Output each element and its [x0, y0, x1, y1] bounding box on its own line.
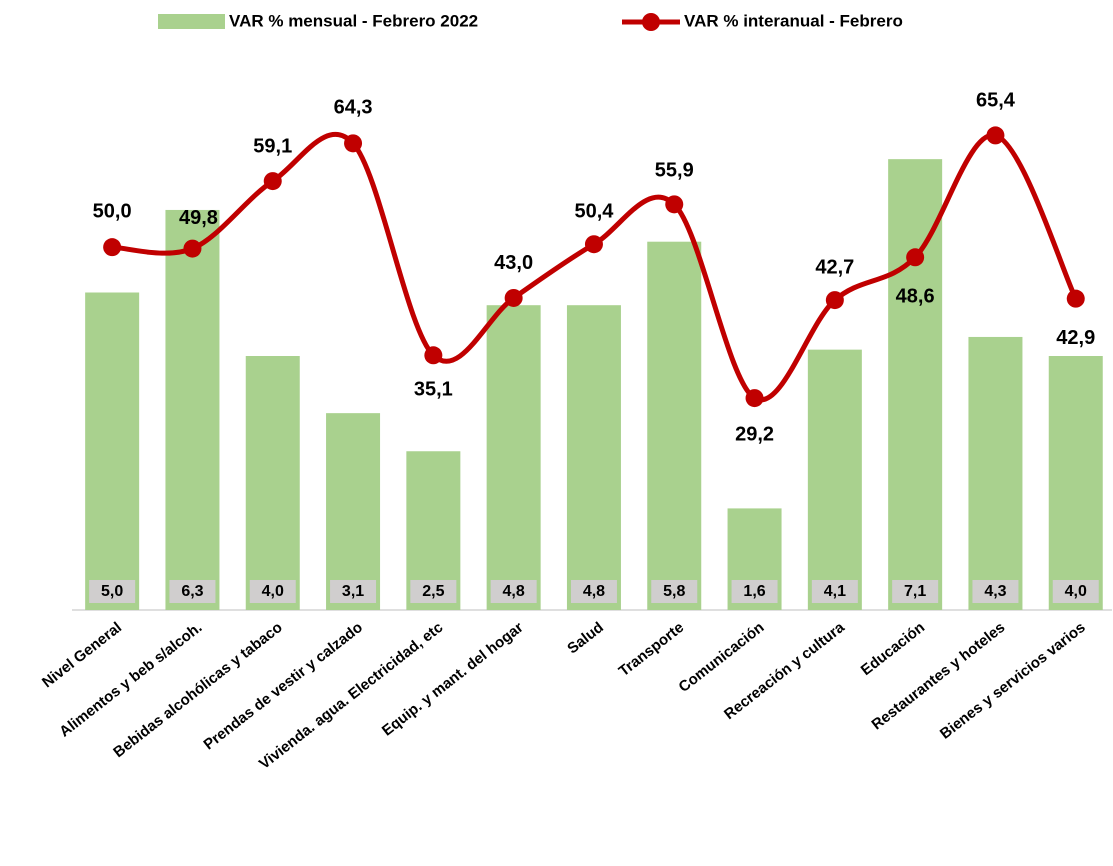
legend-label: VAR % interanual - Febrero: [684, 11, 903, 30]
line-marker: [263, 172, 282, 191]
x-tick-label: Bienes y servicios varios: [937, 619, 1089, 743]
line-value-label: 43,0: [494, 252, 533, 274]
bar-label-box: [651, 580, 698, 603]
line-value-label: 55,9: [655, 160, 694, 182]
bar-label-box: [892, 580, 939, 603]
bar: [85, 292, 140, 610]
bar-value-label: 5,0: [101, 583, 123, 600]
bar-value-label: 4,1: [824, 583, 846, 600]
line-marker: [825, 291, 844, 310]
line-marker: [424, 346, 443, 365]
bar: [968, 336, 1023, 610]
bar-value-label: 4,8: [503, 583, 525, 600]
x-tick-label: Equip. y mant. del hogar: [379, 619, 527, 740]
bar-label-box: [972, 580, 1019, 603]
bar: [165, 209, 220, 610]
bar: [1048, 356, 1103, 610]
line-marker: [665, 195, 684, 214]
line-marker: [103, 238, 122, 257]
line-value-label: 42,7: [815, 256, 854, 278]
bar-value-label: 5,8: [663, 583, 685, 600]
line-marker: [906, 248, 925, 267]
line-marker: [344, 134, 363, 153]
x-tick-label: Prendas de vestir y calzado: [200, 619, 366, 754]
line-marker: [183, 239, 202, 258]
bar-label-box: [1052, 580, 1099, 603]
bar: [245, 356, 300, 610]
x-tick-label: Restaurantes y hoteles: [868, 619, 1008, 734]
bar-value-label: 4,3: [984, 583, 1006, 600]
bar-label-box: [490, 580, 537, 603]
bar-label-box: [249, 580, 296, 603]
line-marker: [745, 389, 764, 408]
bar-label-box: [410, 580, 457, 603]
bar-value-label: 3,1: [342, 583, 364, 600]
bar-label-box: [811, 580, 858, 603]
bar-label-box: [330, 580, 377, 603]
bar-label-box: [89, 580, 136, 603]
x-tick-label: Bebidas alcohólicas y tabaco: [110, 619, 285, 761]
legend-label: VAR % mensual - Febrero 2022: [229, 11, 478, 30]
bar: [486, 305, 541, 610]
line-value-label: 49,8: [179, 207, 218, 229]
legend-bar-swatch: [158, 14, 225, 29]
line: [111, 132, 1078, 403]
x-tick-label: Transporte: [616, 619, 688, 680]
bar-value-label: 6,3: [181, 583, 203, 600]
line-value-label: 35,1: [414, 379, 453, 401]
line-value-label: 42,9: [1056, 327, 1095, 349]
bar-value-label: 4,0: [1065, 583, 1087, 600]
line-marker: [986, 126, 1005, 145]
line-value-label: 64,3: [334, 97, 373, 119]
line-marker: [1066, 289, 1085, 308]
bar-value-label: 4,0: [262, 583, 284, 600]
line-value-label: 29,2: [735, 423, 774, 445]
bar-value-label: 7,1: [904, 583, 926, 600]
line-marker: [584, 235, 603, 254]
bar-value-label: 4,8: [583, 583, 605, 600]
bar-value-label: 1,6: [743, 583, 765, 600]
line-value-label: 65,4: [976, 90, 1016, 112]
line-value-label: 59,1: [253, 135, 292, 157]
bar: [647, 241, 702, 610]
line-value-label: 50,4: [574, 201, 614, 223]
x-tick-label: Nivel General: [39, 619, 125, 691]
bar: [326, 413, 381, 610]
x-tick-label: Alimentos y beb s/alcoh.: [56, 619, 205, 741]
bar-label-box: [169, 580, 216, 603]
line-value-label: 50,0: [93, 200, 132, 222]
bar-value-label: 2,5: [422, 583, 444, 600]
x-tick-label: Salud: [564, 619, 607, 658]
bar-label-box: [570, 580, 617, 603]
x-tick-label: Educación: [858, 619, 928, 679]
line-value-label: 48,6: [896, 286, 935, 308]
legend-marker: [642, 13, 660, 31]
bar-label-box: [731, 580, 778, 603]
bar: [807, 349, 862, 610]
bar: [566, 305, 621, 610]
line-marker: [504, 288, 523, 307]
